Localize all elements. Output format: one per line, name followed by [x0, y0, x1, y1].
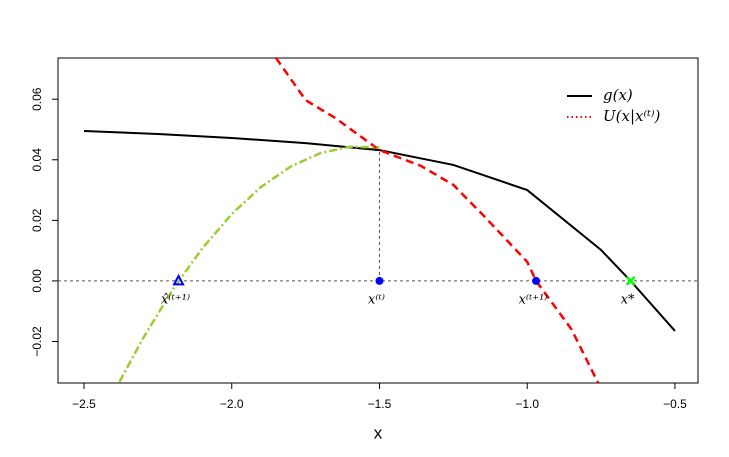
point [625, 276, 636, 286]
point-label: x* [621, 292, 635, 307]
point [532, 276, 541, 285]
point [172, 273, 185, 286]
y-tick-label: 0.04 [30, 148, 44, 172]
x-tick-label: −2.5 [72, 397, 96, 411]
point-label: x⁽ᵗ⁾ [368, 292, 385, 307]
legend-label: U(x|x⁽ᵗ⁾) [603, 107, 661, 125]
y-tick-label: −0.02 [30, 326, 44, 357]
y-tick-label: 0.06 [30, 87, 44, 111]
x-tick-label: −0.5 [663, 397, 687, 411]
x-tick-label: −1.0 [515, 397, 539, 411]
series-line [275, 58, 600, 383]
series-line [83, 129, 676, 332]
point [375, 276, 384, 285]
x-tick-label: −2.0 [220, 397, 244, 411]
legend-label: g(x) [603, 86, 633, 104]
x-axis-title: x [374, 423, 383, 442]
plot-frame [57, 57, 699, 384]
y-tick-label: 0.00 [30, 269, 44, 293]
series-line [118, 145, 380, 383]
y-tick-label: 0.02 [30, 208, 44, 232]
x-tick-label: −1.5 [368, 397, 392, 411]
point-label: x⁽ᵗ⁺¹⁾ [519, 292, 548, 307]
plot-area [58, 58, 698, 383]
point-label: x̂⁽ᵗ⁺¹⁾ [161, 292, 190, 307]
